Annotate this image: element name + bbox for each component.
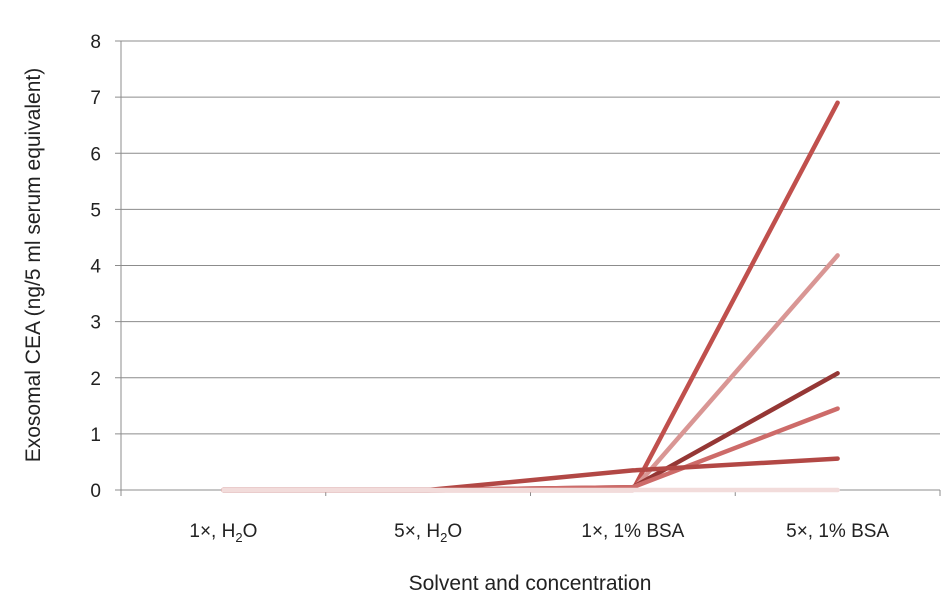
x-tick-label-tail: O xyxy=(243,521,258,542)
y-tick-label: 5 xyxy=(90,200,101,221)
x-tick-label-main: 5×, 1% BSA xyxy=(786,521,889,542)
gridlines xyxy=(115,40,940,491)
series-line-2 xyxy=(221,253,840,493)
x-tick-label: 5×, 1% BSA xyxy=(786,521,889,542)
x-tick-label: 1×, 1% BSA xyxy=(581,521,684,542)
axes xyxy=(120,41,941,496)
x-axis-title: Solvent and concentration xyxy=(409,572,652,595)
y-tick-label: 7 xyxy=(90,88,101,109)
y-tick-label: 2 xyxy=(90,369,101,390)
x-tick-labels: 1×, H2O 5×, H2O 1×, 1% BSA 5×, 1% BSA xyxy=(189,521,889,545)
x-tick-label-main: 1×, H xyxy=(189,521,235,542)
series-line-4 xyxy=(221,406,840,493)
series-line-3 xyxy=(221,371,840,493)
y-tick-label: 6 xyxy=(90,144,101,165)
x-tick-label-main: 1×, 1% BSA xyxy=(581,521,684,542)
series-lines xyxy=(221,100,840,493)
x-tick-label: 5×, H2O xyxy=(394,521,462,545)
y-tick-label: 4 xyxy=(90,257,101,278)
y-axis-title: Exosomal CEA (ng/5 ml serum equivalent) xyxy=(22,68,45,463)
x-tick-label-subscript: 2 xyxy=(440,530,447,545)
y-tick-label: 0 xyxy=(90,481,101,502)
x-tick-label-subscript: 2 xyxy=(235,530,242,545)
y-tick-label: 1 xyxy=(90,425,101,446)
x-tick-label-tail: O xyxy=(447,521,462,542)
series-line-5 xyxy=(221,456,840,493)
y-tick-label: 8 xyxy=(90,32,101,53)
y-tick-labels: 0 1 2 3 4 5 6 7 8 xyxy=(90,32,101,502)
series-line-1 xyxy=(221,100,840,493)
y-tick-label: 3 xyxy=(90,313,101,334)
x-tick-label: 1×, H2O xyxy=(189,521,257,545)
x-tick-label-main: 5×, H xyxy=(394,521,440,542)
